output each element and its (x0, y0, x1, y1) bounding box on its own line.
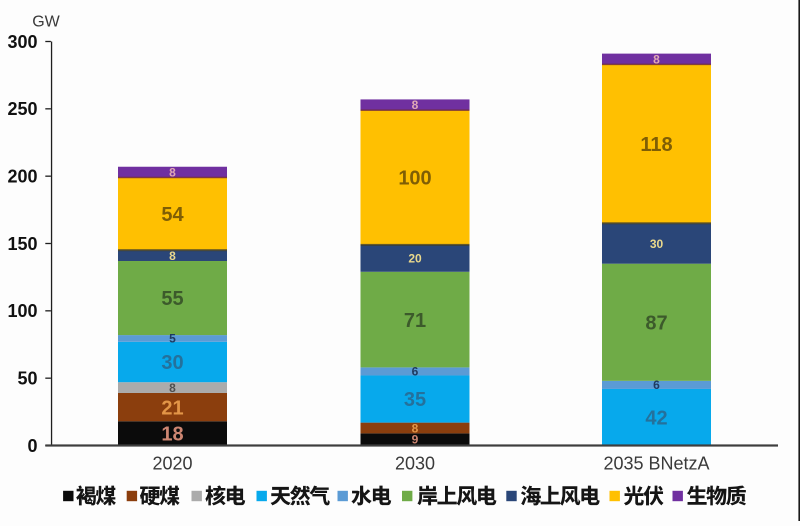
svg-text:100: 100 (398, 168, 431, 190)
svg-text:8: 8 (653, 52, 660, 66)
svg-text:150: 150 (7, 234, 37, 254)
svg-text:42: 42 (645, 407, 667, 429)
svg-text:18: 18 (161, 424, 183, 446)
svg-text:6: 6 (412, 365, 419, 379)
svg-text:100: 100 (7, 301, 37, 321)
svg-text:35: 35 (404, 389, 426, 411)
svg-text:8: 8 (169, 165, 176, 179)
svg-text:2035 BNetzA: 2035 BNetzA (603, 454, 709, 474)
svg-text:250: 250 (7, 99, 37, 119)
svg-text:2030: 2030 (395, 454, 435, 474)
svg-text:5: 5 (169, 332, 176, 346)
svg-text:8: 8 (169, 381, 176, 395)
svg-text:GW: GW (32, 14, 60, 31)
svg-text:118: 118 (640, 134, 672, 156)
svg-text:8: 8 (412, 421, 419, 435)
svg-text:87: 87 (645, 312, 667, 334)
svg-text:200: 200 (7, 166, 37, 186)
svg-text:8: 8 (412, 98, 419, 112)
svg-text:8: 8 (169, 249, 176, 263)
svg-text:21: 21 (161, 397, 183, 419)
svg-text:20: 20 (408, 252, 422, 266)
svg-text:55: 55 (161, 288, 183, 310)
svg-text:30: 30 (650, 237, 664, 251)
svg-text:0: 0 (27, 436, 37, 456)
svg-text:30: 30 (161, 352, 183, 374)
svg-text:9: 9 (412, 433, 419, 447)
svg-text:300: 300 (7, 32, 37, 52)
svg-text:2020: 2020 (152, 454, 192, 474)
svg-text:71: 71 (404, 310, 426, 332)
svg-text:54: 54 (161, 204, 184, 226)
svg-text:50: 50 (17, 368, 37, 388)
svg-text:6: 6 (653, 378, 660, 392)
